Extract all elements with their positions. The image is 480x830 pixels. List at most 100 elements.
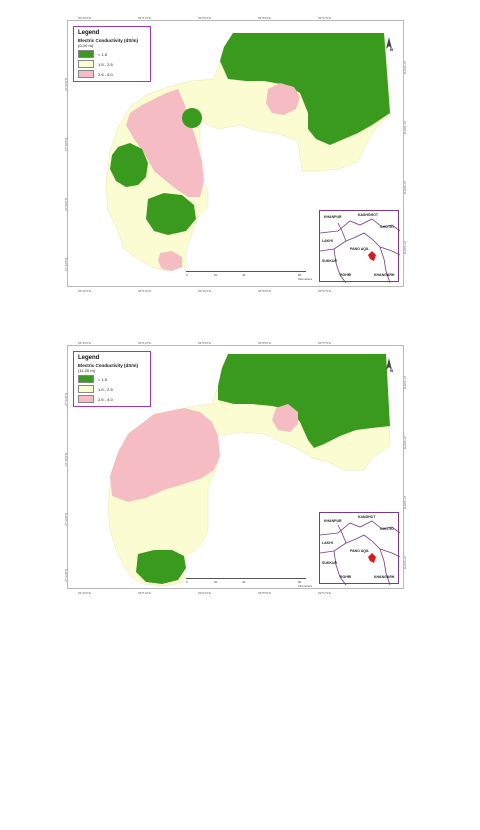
ec-map-0-10m: Legend Electric Conductivity (dS/m) (0-1… [64,16,407,293]
coord-label-left: 27°36'0"N [64,257,68,271]
place-label: PANO AQIL [350,247,370,251]
study-area-marker [368,251,376,261]
place-label: KHANPUR [324,215,342,219]
legend-depth: (0-10 m) [78,43,94,48]
legend-item-label: 2.6 - 4.0 [98,71,113,77]
legend-title: Legend [78,30,100,36]
zone-high-2-6-4-0 [110,408,220,502]
coord-label-left: 27°38'0"N [64,512,68,526]
coord-label-left: 27°40'0"N [64,137,68,151]
district-boundaries [320,218,400,283]
coord-label-top: 69°57'0"E [318,341,332,345]
scale-tick-label: 80 Kilometers [298,273,313,281]
place-label: LAKHI [322,239,333,243]
scale-tick-label: 40 [242,580,246,584]
coord-label-top: 69°53'0"E [198,16,212,20]
coord-label-bottom: 69°53'0"E [198,289,212,293]
coord-label-right: 27°38'0"N [403,496,407,510]
scale-line [186,271,306,272]
legend-depth: (11-20 m) [78,368,96,373]
coord-label-bottom: 69°57'0"E [318,591,332,595]
coord-label-right: 27°36'0"N [403,241,407,255]
coord-label-top: 69°57'0"E [318,16,332,20]
coord-label-bottom: 69°51'0"E [138,591,152,595]
north-arrow-icon [386,358,392,370]
coord-label-bottom: 69°55'0"E [258,591,272,595]
study-area-marker [368,553,376,563]
coord-label-right: 27°36'0"N [403,556,407,570]
coord-label-left: 27°42'0"N [64,77,68,91]
place-label: LAKHI [322,541,333,545]
zone-low-lt-1-5 [110,143,148,187]
place-label: PANO AQIL [350,549,370,553]
legend-swatch-mid [78,60,94,68]
coord-label-bottom: 69°55'0"E [258,289,272,293]
legend-item: 2.6 - 4.0 [78,70,146,78]
district-boundaries [320,520,400,585]
coord-label-top: 69°55'0"E [258,16,272,20]
zone-high-2-6-4-0 [158,251,182,271]
coord-label-top: 69°51'0"E [138,341,152,345]
zone-low-lt-1-5 [220,33,390,145]
north-arrow: N [383,37,395,55]
legend-item: 1.5 - 2.5 [78,385,146,393]
place-label: GHOTKI [380,225,394,229]
coord-label-top: 69°55'0"E [258,341,272,345]
legend-swatch-high [78,395,94,403]
legend-subtitle: Electric Conductivity (dS/m) [78,363,139,368]
scale-tick-label: 20 [214,580,218,584]
coord-label-top: 69°49'0"E [78,16,92,20]
coord-label-right: 27°42'0"N [403,61,407,75]
scale-bar: 0 20 40 80 Kilometers [186,271,312,281]
scale-tick-label: 20 [214,273,218,277]
place-label: KHANGARH [374,575,395,579]
coord-label-left: 27°40'0"N [64,452,68,466]
coord-label-right: 27°40'0"N [403,436,407,450]
scale-tick-label: 80 Kilometers [298,580,313,588]
north-arrow: N [383,358,395,376]
north-label: N [390,47,393,52]
legend-item-label: 1.5 - 2.5 [98,61,113,67]
legend-item: 2.6 - 4.0 [78,395,146,403]
legend-item-label: 2.6 - 4.0 [98,396,113,402]
ec-zone-map [105,32,391,272]
coord-label-bottom: 69°49'0"E [78,591,92,595]
place-label: KHANGARH [374,273,395,277]
place-label: ROHRI [340,575,352,579]
coord-label-top: 69°49'0"E [78,341,92,345]
place-label: SUKKUR [322,561,337,565]
legend-swatch-low [78,50,94,58]
scale-line [186,578,306,579]
map-legend: Legend Electric Conductivity (dS/m) (0-1… [73,26,151,82]
scale-tick-label: 40 [242,273,246,277]
coord-label-top: 69°53'0"E [198,341,212,345]
coord-label-bottom: 69°49'0"E [78,289,92,293]
legend-swatch-low [78,375,94,383]
coord-label-right: 27°38'0"N [403,181,407,195]
zone-low-lt-1-5 [218,354,390,448]
coord-label-bottom: 69°53'0"E [198,591,212,595]
place-label: KASHGHOT [358,213,379,217]
place-label: ROHRI [340,273,352,277]
zone-high-2-6-4-0 [266,83,300,115]
coord-label-top: 69°51'0"E [138,16,152,20]
map-legend: Legend Electric Conductivity (dS/m) (11-… [73,351,151,407]
coord-label-right: 27°40'0"N [403,121,407,135]
coord-label-bottom: 69°57'0"E [318,289,332,293]
legend-item: < 1.5 [78,50,146,58]
scale-tick-label: 0 [186,273,188,277]
coord-label-left: 27°38'0"N [64,197,68,211]
place-label: GHOTKI [380,527,394,531]
scale-tick-label: 0 [186,580,188,584]
location-inset-map: KHANPUR KASHGHOT GHOTKI LAKHI PANO AQIL … [319,210,400,283]
zone-high-2-6-4-0 [272,404,298,432]
location-inset-map: KHANPUR KANDHOT GHOTKI LAKHI PANO AQIL S… [319,512,400,585]
zone-low-lt-1-5 [146,193,196,235]
zone-low-lt-1-5 [182,108,202,128]
north-arrow-icon [386,37,392,49]
zone-low-lt-1-5 [136,550,186,584]
legend-item-label: < 1.5 [98,376,108,382]
place-label: KHANPUR [324,519,342,523]
coord-label-left: 27°36'0"N [64,568,68,582]
coord-label-left: 27°42'0"N [64,392,68,406]
